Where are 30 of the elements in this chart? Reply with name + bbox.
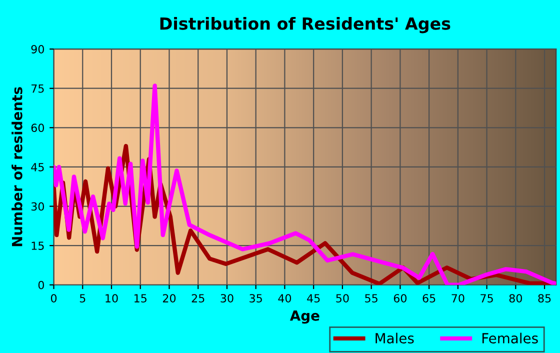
legend-label: Females — [482, 332, 538, 344]
x-tick-label: 40 — [278, 294, 292, 302]
y-axis-title: Number of residents — [12, 87, 22, 246]
x-tick-label: 10 — [106, 294, 118, 302]
x-tick-label: 50 — [336, 294, 349, 302]
y-tick-label: 0 — [38, 280, 44, 290]
x-tick-label: 55 — [365, 294, 378, 302]
legend-label: Males — [376, 332, 414, 344]
x-tick-label: 20 — [162, 294, 176, 302]
x-tick-label: 85 — [538, 294, 551, 302]
x-tick-label: 5 — [80, 294, 86, 302]
x-tick-label: 70 — [452, 294, 464, 302]
x-tick-label: 25 — [192, 294, 204, 302]
x-tick-label: 65 — [422, 294, 436, 302]
x-tick-label: 30 — [220, 294, 234, 302]
x-axis-title: Age — [290, 310, 320, 324]
y-tick-label: 15 — [32, 242, 44, 250]
x-tick-label: 0 — [50, 294, 57, 302]
x-tick-label: 75 — [480, 294, 493, 302]
x-tick-label: 60 — [394, 294, 407, 302]
x-tick-label: 35 — [250, 294, 262, 302]
x-tick-label: 45 — [307, 294, 320, 302]
y-tick-label: 30 — [31, 202, 44, 211]
x-tick-label: 15 — [134, 294, 146, 302]
y-tick-label: 45 — [31, 163, 44, 172]
y-tick-label: 90 — [31, 45, 44, 54]
y-tick-label: 75 — [32, 84, 44, 93]
x-tick-label: 80 — [509, 294, 522, 302]
chart-title: Distribution of Residents' Ages — [160, 16, 450, 34]
y-tick-label: 60 — [31, 124, 44, 132]
